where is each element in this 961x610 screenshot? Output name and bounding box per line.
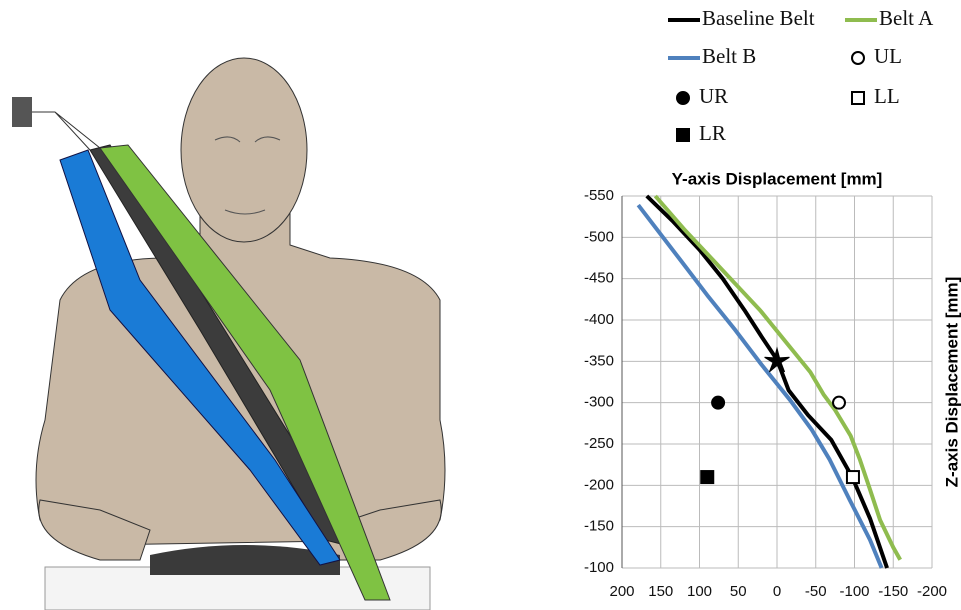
- x-axis-title: Y-axis Displacement [mm]: [672, 169, 883, 188]
- y-tick-label: -300: [584, 394, 614, 411]
- point-marker: [833, 397, 845, 409]
- x-tick-label: 150: [648, 583, 673, 600]
- legend-label: Belt B: [702, 44, 756, 68]
- x-tick-label: -100: [839, 583, 869, 600]
- y-tick-label: -450: [584, 270, 614, 287]
- x-tick-label: 0: [773, 583, 781, 600]
- y-tick-label: -500: [584, 228, 614, 245]
- y-axis-title: Z-axis Displacement [mm]: [942, 277, 961, 488]
- figure: Y-axis Displacement [mm] Z-axis Displace…: [0, 0, 961, 610]
- y-tick-label: -250: [584, 435, 614, 452]
- y-tick-label: -100: [584, 559, 614, 576]
- x-tick-label: 200: [609, 583, 634, 600]
- legend-label: UR: [699, 84, 728, 108]
- series-line: [638, 205, 881, 568]
- point-marker: [701, 471, 713, 483]
- legend-marker: [677, 92, 689, 104]
- y-tick-label: -400: [584, 311, 614, 328]
- anchor-webbing: [32, 112, 100, 150]
- x-tick-label: 100: [687, 583, 712, 600]
- legend-label: UL: [874, 44, 902, 68]
- point-marker: [712, 397, 724, 409]
- legend-marker: [677, 129, 689, 141]
- legend-label: Belt A: [879, 6, 934, 30]
- legend-marker: [852, 52, 864, 64]
- legend-label: LR: [699, 121, 726, 145]
- series-line: [647, 196, 887, 568]
- legend-label: Baseline Belt: [702, 6, 815, 30]
- y-tick-label: -150: [584, 518, 614, 535]
- point-marker: [847, 471, 859, 483]
- y-tick-label: -350: [584, 352, 614, 369]
- legend-marker: [852, 92, 864, 104]
- y-tick-label: -550: [584, 187, 614, 204]
- x-tick-label: 50: [730, 583, 747, 600]
- x-tick-label: -50: [805, 583, 827, 600]
- y-tick-label: -200: [584, 476, 614, 493]
- anchor: [12, 97, 32, 127]
- x-tick-label: -150: [878, 583, 908, 600]
- legend-label: LL: [874, 84, 900, 108]
- dummy-illustration: [12, 58, 445, 610]
- x-tick-label: -200: [917, 583, 947, 600]
